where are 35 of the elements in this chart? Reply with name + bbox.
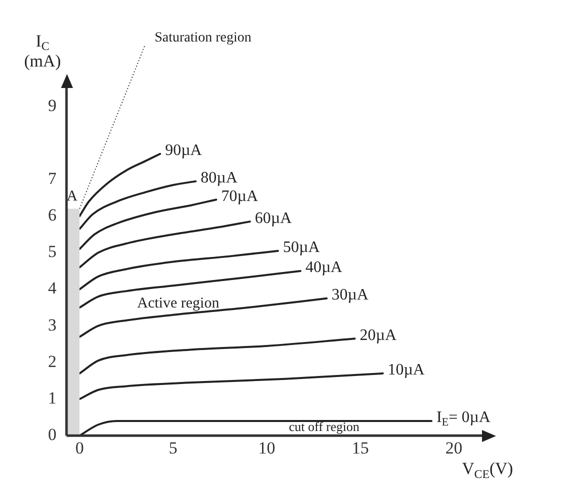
y-tick-label: 9 (48, 96, 56, 115)
line-series (78, 338, 356, 374)
series-label: 50µA (282, 239, 320, 256)
series-label: 70µA (221, 188, 258, 205)
series-label: 40µA (305, 259, 343, 276)
line-series (78, 250, 279, 290)
series-label: 80µA (200, 170, 238, 187)
line-series (78, 198, 218, 250)
y-tick-label: 1 (48, 388, 56, 408)
line-series (78, 220, 251, 268)
line-series (78, 180, 197, 230)
annotation: Active region (137, 295, 220, 312)
annotation: cut off region (288, 419, 360, 434)
y-tick-label: 4 (48, 278, 57, 298)
y-tick-label: 0 (48, 425, 56, 444)
line-series (78, 270, 302, 309)
x-tick-label: 10 (258, 438, 276, 458)
y-tick-label: 7 (48, 168, 57, 188)
series-label: 90µA (165, 142, 202, 160)
line-series (78, 152, 162, 218)
y-tick-label: 3 (48, 315, 56, 334)
x-tick-label: 0 (75, 438, 84, 458)
y-tick-label: 5 (48, 242, 56, 262)
x-tick-label: 5 (168, 438, 178, 458)
line-series (78, 372, 384, 400)
line-series (78, 297, 328, 338)
annotation: Saturation region (154, 30, 252, 46)
series-label: 30µA (332, 286, 369, 304)
x-tick-label: 15 (352, 438, 369, 458)
series-label: 20µA (360, 326, 397, 344)
x-tick-label: 20 (445, 438, 462, 458)
series-label: 10µA (388, 362, 426, 379)
y-tick-label: 2 (48, 352, 56, 371)
series-label: 60µA (254, 210, 292, 227)
y-tick-label: 6 (48, 206, 56, 225)
